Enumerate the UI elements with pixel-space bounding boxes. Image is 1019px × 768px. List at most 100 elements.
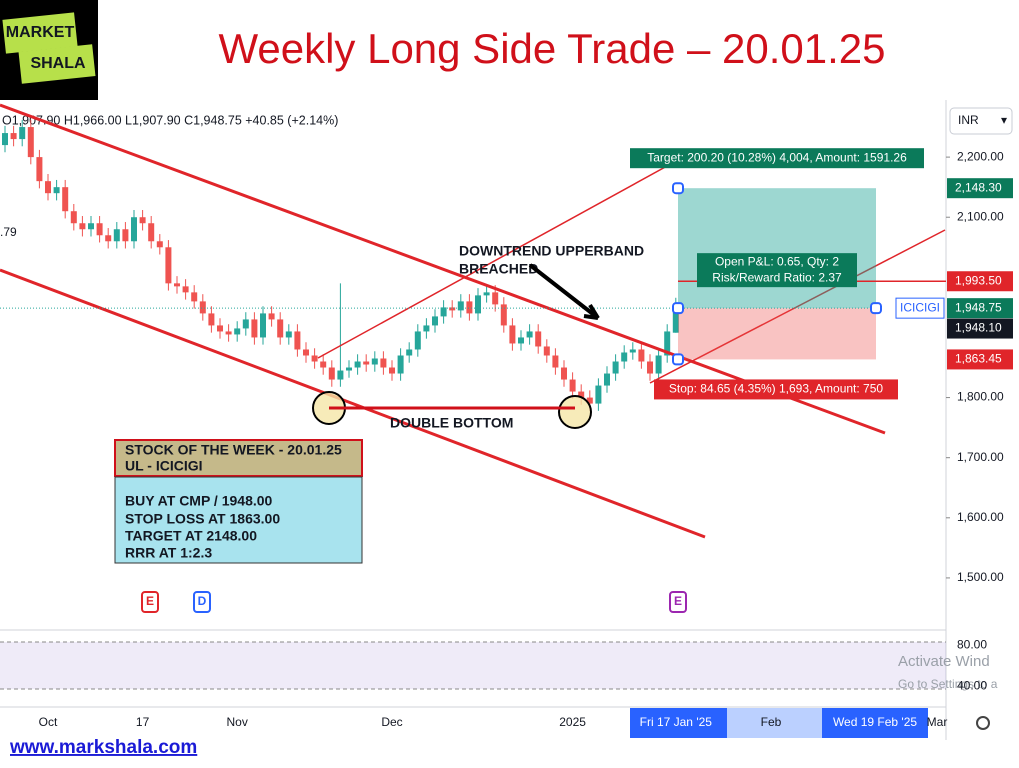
rsi-band	[0, 642, 946, 689]
logo-tag	[18, 44, 96, 84]
candle-body	[122, 229, 129, 242]
candle-body	[612, 361, 619, 374]
pnl-label: Open P&L: 0.65, Qty: 2	[715, 254, 839, 268]
currency-label: INR	[958, 113, 979, 127]
candle-body	[526, 331, 533, 338]
candles	[2, 119, 679, 411]
rsi-tick-label: 40.00	[957, 679, 987, 693]
candle-body	[88, 223, 94, 230]
stop-box	[654, 379, 898, 400]
candle-body	[492, 292, 499, 305]
candle-body	[27, 127, 34, 158]
candle-body	[647, 361, 653, 374]
candle-body	[483, 292, 490, 296]
settings-icon[interactable]	[976, 716, 990, 730]
candle-body	[475, 295, 481, 314]
candle-body	[96, 223, 103, 236]
candle-body	[79, 223, 86, 230]
candle-body	[234, 328, 241, 335]
y-tick-label: 1,700.00	[957, 450, 1004, 464]
candle-body	[586, 397, 593, 404]
box-title: UL - ICICIGI	[125, 458, 203, 474]
box-line: RRR AT 1:2.3	[125, 545, 212, 561]
price-tag-label: 1,948.10	[955, 321, 1002, 335]
currency-select[interactable]	[949, 107, 1013, 135]
x-tick-label: Fri 17 Jan '25	[640, 715, 713, 729]
event-label: E	[674, 594, 682, 608]
overlays	[0, 103, 946, 539]
box-line: TARGET AT 2148.00	[125, 528, 257, 544]
x-tick-label: 17	[136, 715, 150, 729]
candle-body	[242, 319, 249, 329]
candle-body	[174, 283, 180, 287]
dropdown-arrow: ▾	[1001, 113, 1007, 127]
ohlc-header: O1,907.90 H1,966.00 L1,907.90 C1,948.75 …	[2, 113, 338, 127]
candle-body	[277, 319, 284, 338]
candle-body	[139, 217, 146, 224]
candle-body	[148, 223, 155, 242]
y-tick-label: 2,200.00	[957, 149, 1004, 163]
event-marker	[141, 591, 159, 613]
box-line: BUY AT CMP / 1948.00	[125, 493, 273, 509]
candle-body	[337, 370, 344, 380]
handle	[672, 182, 684, 195]
watermark: Go to Settings to a	[898, 677, 998, 691]
symbol-box	[895, 297, 945, 319]
candle-body	[569, 379, 576, 392]
candle-body	[406, 349, 413, 356]
logo-tag	[2, 12, 78, 54]
candle-body	[389, 367, 395, 374]
candle-body	[182, 286, 189, 293]
candle-body	[509, 325, 516, 344]
x-tick-label: Wed 19 Feb '25	[833, 715, 917, 729]
candle-body	[165, 247, 172, 284]
candle-body	[535, 331, 542, 347]
candle-body	[251, 319, 258, 338]
event-label: E	[146, 594, 154, 608]
candle-body	[655, 355, 662, 374]
candle-body	[578, 391, 585, 398]
box-line: STOP LOSS AT 1863.00	[125, 511, 280, 527]
website[interactable]: www.markshala.com	[9, 737, 197, 758]
candle-body	[45, 181, 51, 194]
box-body	[114, 476, 363, 564]
candle-body	[285, 331, 292, 338]
price-tag	[947, 298, 1013, 319]
candle-body	[552, 355, 559, 368]
candle-body	[156, 241, 163, 248]
price-tag	[947, 349, 1013, 370]
trend-line	[317, 159, 679, 359]
price-tag-label: 1,863.45	[955, 352, 1002, 366]
candle-body	[303, 349, 309, 356]
candle-body	[113, 229, 120, 242]
annotation: BREACHED	[459, 261, 538, 277]
candle-body	[328, 367, 335, 380]
pnl-box	[697, 253, 857, 288]
candle-body	[466, 301, 473, 314]
x-tick-label: 2025	[559, 715, 586, 729]
candle-body	[397, 355, 404, 374]
candle-body	[543, 346, 550, 356]
candle-body	[53, 187, 60, 194]
candle-body	[2, 133, 8, 146]
price-tag-label: 1,948.75	[955, 300, 1002, 314]
candle-body	[380, 358, 387, 368]
time-highlight	[630, 708, 727, 738]
time-highlight	[822, 708, 928, 738]
x-tick-label: Dec	[381, 715, 402, 729]
time-range	[727, 708, 822, 738]
y-tick-label: 2,100.00	[957, 209, 1004, 223]
box-header	[114, 439, 363, 477]
candle-body	[457, 301, 464, 311]
candle-body	[208, 313, 215, 326]
candle-body	[500, 304, 507, 326]
candle-body	[19, 127, 26, 140]
candle-body	[225, 331, 232, 335]
price-tag-label: 2,148.30	[955, 180, 1002, 194]
y-tick-label: 1,800.00	[957, 390, 1004, 404]
trend-line	[0, 103, 886, 435]
y-tick-label: 1,500.00	[957, 570, 1004, 584]
x-tick-label: Mar	[927, 715, 948, 729]
handle	[870, 302, 882, 315]
event-marker	[669, 591, 687, 613]
